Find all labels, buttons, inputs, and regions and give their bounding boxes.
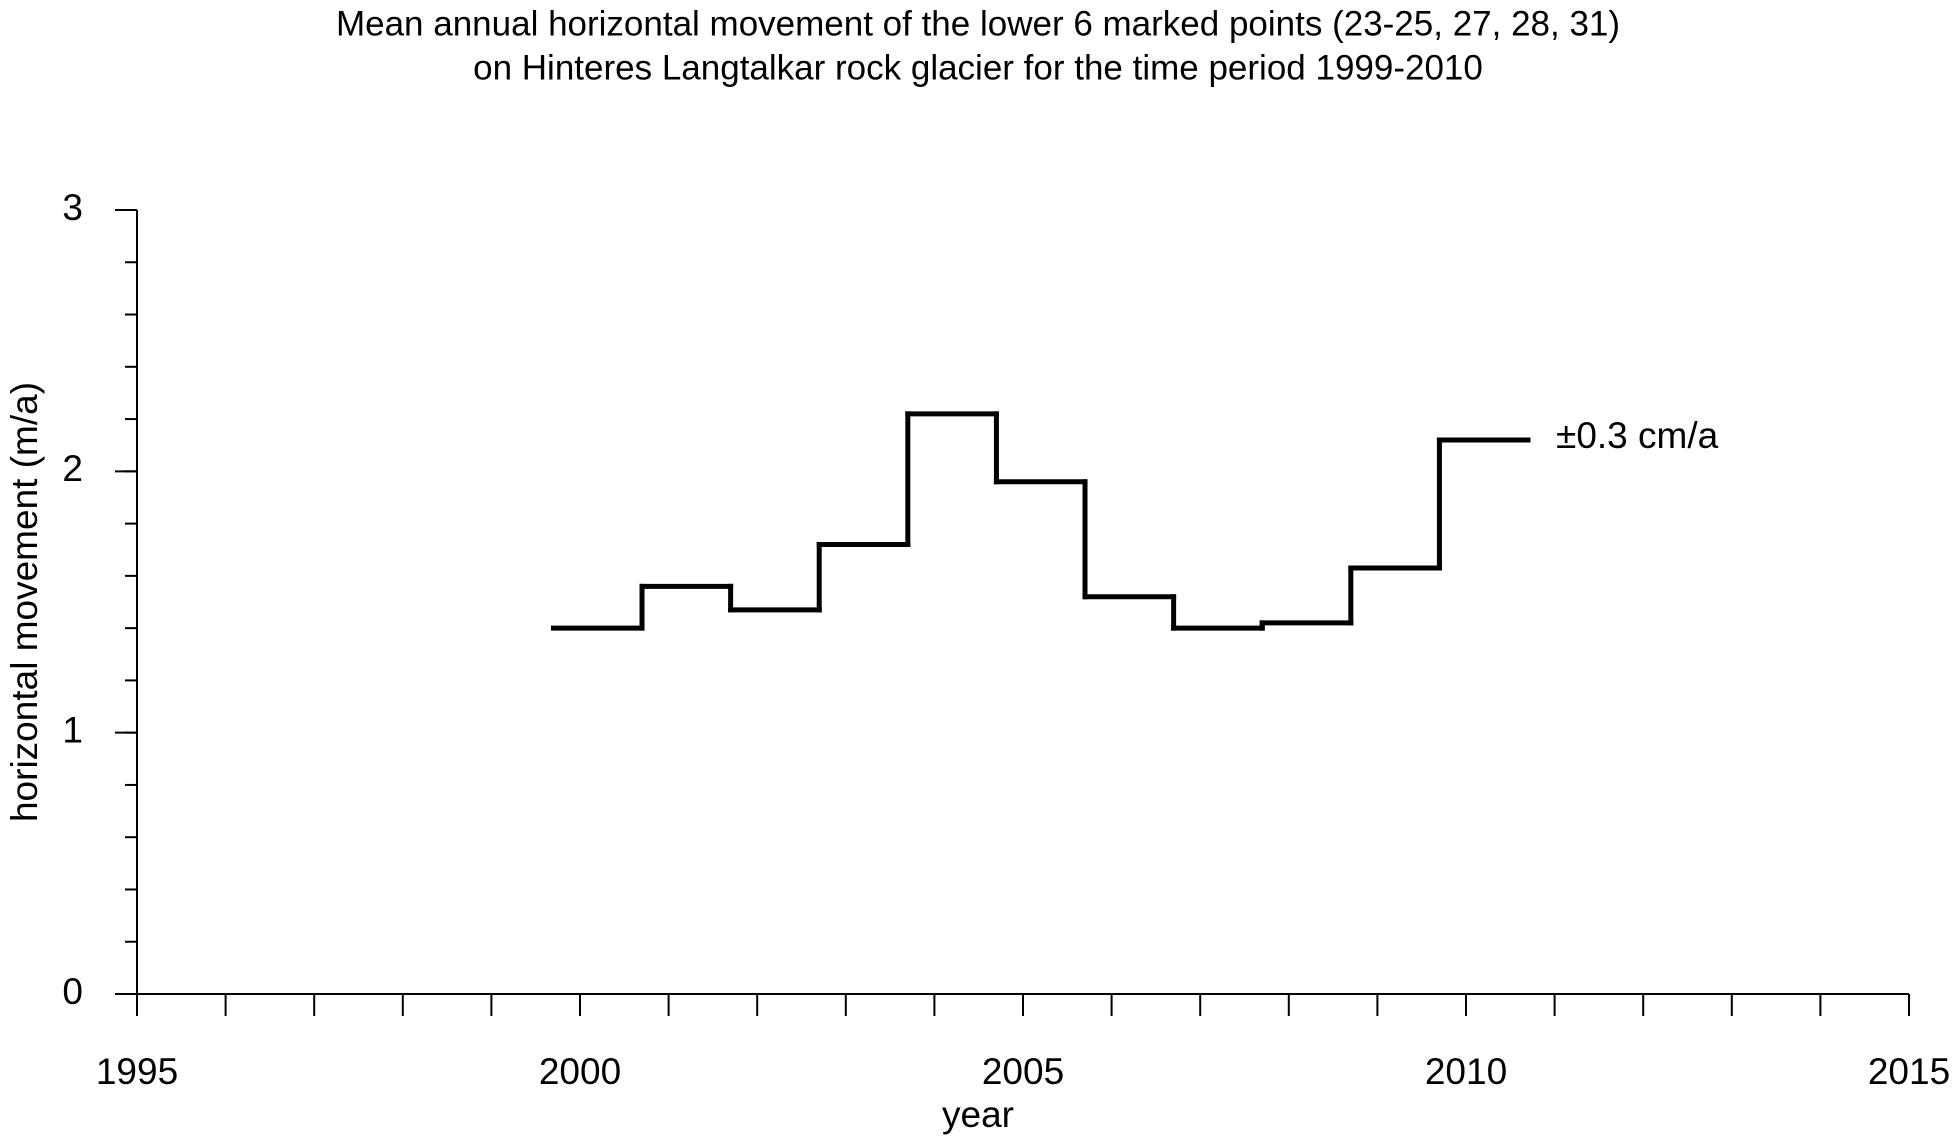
annotation: ±0.3 cm/a [1556, 415, 1719, 456]
x-tick-label: 2000 [539, 1051, 621, 1092]
x-tick-label: 2005 [982, 1051, 1064, 1092]
y-tick-label: 0 [62, 971, 83, 1012]
x-axis-title: year [942, 1094, 1014, 1135]
x-tick-label: 2015 [1868, 1051, 1950, 1092]
y-tick-label: 2 [62, 448, 83, 489]
chart-title: on Hinteres Langtalkar rock glacier for … [473, 48, 1483, 87]
chart-title: Mean annual horizontal movement of the l… [336, 4, 1620, 43]
x-tick-label: 1995 [96, 1051, 178, 1092]
x-tick-label: 2010 [1425, 1051, 1507, 1092]
y-tick-label: 3 [62, 187, 83, 228]
y-axis-title: horizontal movement (m/a) [4, 382, 45, 822]
y-tick-label: 1 [62, 709, 83, 750]
